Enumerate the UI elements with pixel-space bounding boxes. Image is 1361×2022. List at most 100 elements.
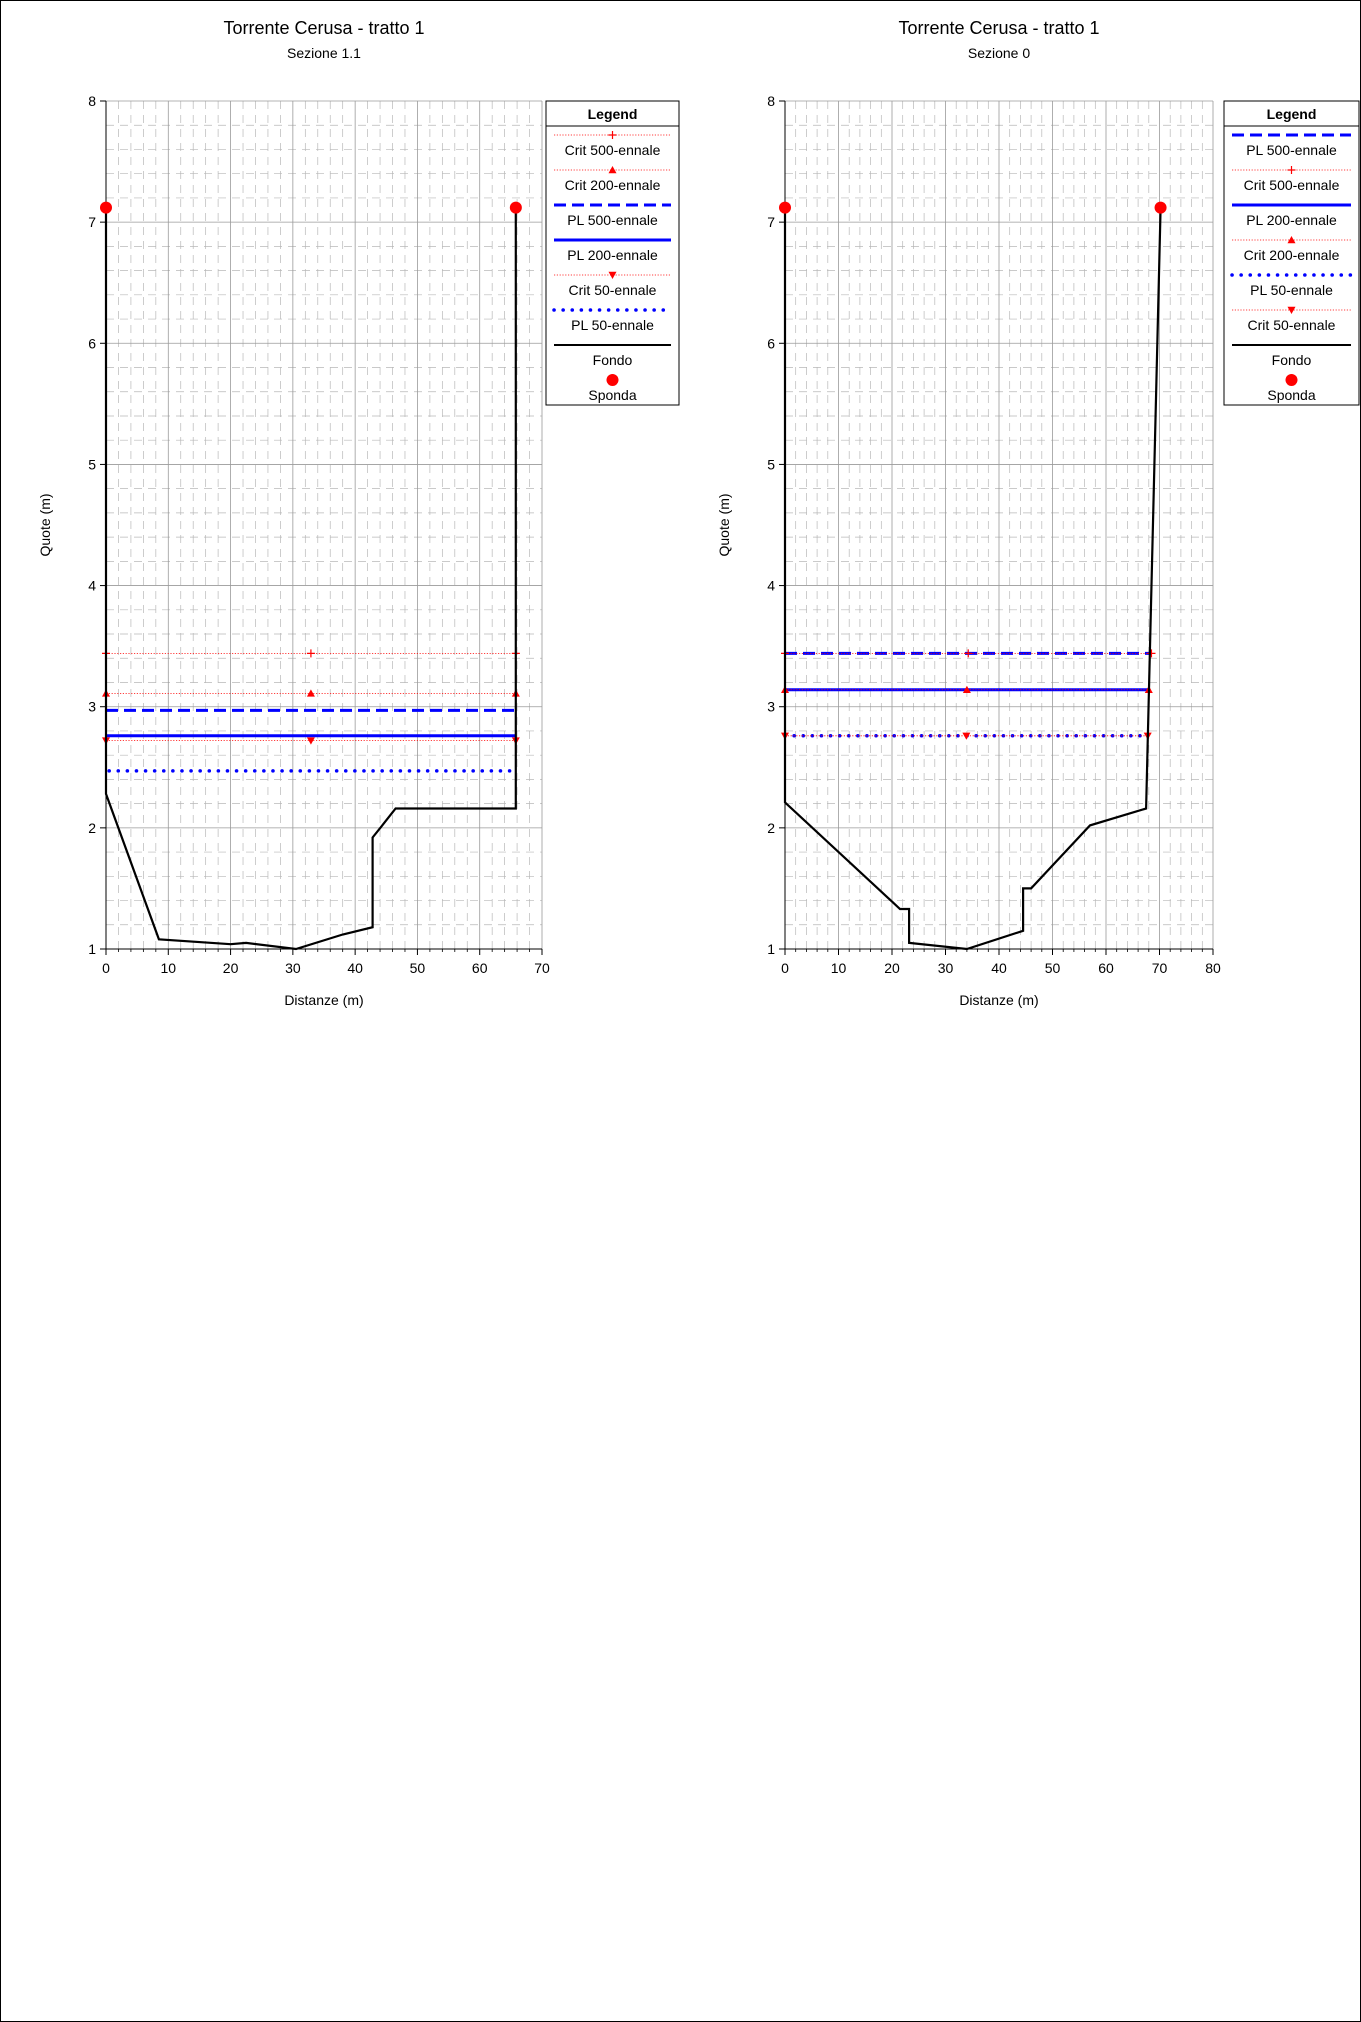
x-tick-label: 10 [160, 960, 176, 976]
y-tick-label: 6 [767, 335, 775, 351]
chart-title: Torrente Cerusa - tratto 1 [898, 18, 1099, 38]
legend-label: PL 500-ennale [1246, 142, 1337, 158]
series-crit-500-ennale [102, 649, 520, 658]
legend-item: Sponda [1267, 374, 1316, 403]
chart-subtitle: Sezione 0 [968, 45, 1030, 61]
legend-box [545, 100, 680, 406]
series-fondo [104, 210, 517, 951]
legend-symbol-marker [608, 271, 617, 279]
sponda-marker [509, 201, 522, 214]
legend-item: Crit 200-ennale [554, 166, 671, 193]
chart-title: Torrente Cerusa - tratto 1 [223, 18, 424, 38]
legend: Legend PL 500-ennale Crit 500-ennale PL 200… [1223, 100, 1360, 406]
legend-item: PL 200-ennale [554, 238, 671, 263]
legend-label: PL 500-ennale [567, 212, 658, 228]
legend-label: Crit 50-ennale [569, 282, 657, 298]
x-tick-label: 60 [472, 960, 488, 976]
legend-item: PL 50-ennale [552, 308, 673, 333]
grid [105, 100, 543, 950]
legend-label: Crit 200-ennale [1244, 247, 1340, 263]
x-tick-label: 50 [410, 960, 426, 976]
legend-title: Legend [1267, 106, 1317, 122]
y-tick-label: 4 [88, 578, 96, 594]
grid [784, 100, 1214, 950]
chart-subtitle: Sezione 1.1 [287, 45, 361, 61]
series-crit-200-ennale [102, 689, 520, 697]
x-tick-label: 20 [223, 960, 239, 976]
y-tick-label: 7 [767, 214, 775, 230]
y-tick-label: 3 [767, 699, 775, 715]
x-tick-label: 0 [102, 960, 110, 976]
y-tick-label: 5 [767, 456, 775, 472]
x-tick-label: 20 [884, 960, 900, 976]
legend-box [1223, 100, 1360, 406]
legend-title: Legend [588, 106, 638, 122]
x-tick-label: 70 [534, 960, 550, 976]
y-tick-label: 3 [88, 699, 96, 715]
series-crit-500-ennale [781, 649, 1156, 658]
legend-item: PL 50-ennale [1230, 273, 1353, 298]
x-tick-label: 30 [285, 960, 301, 976]
x-axis-label: Distanze (m) [959, 992, 1038, 1008]
legend-label: PL 200-ennale [1246, 212, 1337, 228]
series-marker [964, 649, 973, 658]
chart-1: Torrente Cerusa - tratto 1 Sezione 1.1 0 10… [37, 18, 680, 1008]
legend-item: PL 500-ennale [554, 203, 671, 228]
chart-2: Torrente Cerusa - tratto 1 Sezione 0 0 10 20… [716, 18, 1360, 1008]
series-marker [306, 689, 315, 697]
y-tick-label: 2 [88, 820, 96, 836]
x-tick-label: 10 [831, 960, 847, 976]
legend-label: PL 50-ennale [1250, 282, 1333, 298]
legend-symbol [1285, 374, 1298, 386]
x-tick-label: 50 [1045, 960, 1061, 976]
y-tick-label: 8 [767, 93, 775, 109]
x-tick-label: 0 [781, 960, 789, 976]
y-tick-label: 6 [88, 335, 96, 351]
series-fondo [783, 207, 1162, 951]
legend-item: Sponda [588, 374, 637, 403]
x-tick-label: 70 [1152, 960, 1168, 976]
legend-label: Sponda [1267, 387, 1315, 403]
sponda-marker [779, 201, 791, 214]
sponda-marker [1154, 201, 1167, 214]
y-tick-label: 1 [767, 941, 775, 957]
legend-item: Crit 500-ennale [554, 131, 671, 158]
legend: Legend Crit 500-ennale Crit 200-ennale PL 5… [545, 100, 680, 406]
legend-label: PL 50-ennale [571, 317, 654, 333]
y-axis-label: Quote (m) [716, 493, 732, 556]
legend-label: Crit 500-ennale [565, 142, 661, 158]
legend-symbol-marker [1287, 236, 1296, 244]
legend-symbol-marker [1287, 166, 1296, 174]
legend-label: Crit 200-ennale [565, 177, 661, 193]
series-marker [962, 685, 971, 693]
y-tick-label: 8 [88, 93, 96, 109]
legend-symbol [606, 374, 619, 386]
y-tick-label: 2 [767, 820, 775, 836]
legend-symbol-marker [608, 131, 617, 139]
y-tick-label: 4 [767, 578, 775, 594]
legend-label: Crit 50-ennale [1248, 317, 1336, 333]
legend-item: Fondo [1232, 344, 1351, 368]
x-tick-label: 40 [991, 960, 1007, 976]
x-axis-label: Distanze (m) [284, 992, 363, 1008]
legend-item: Crit 200-ennale [1232, 236, 1351, 263]
series-marker [306, 737, 315, 745]
sponda-marker [100, 201, 112, 214]
x-tick-label: 80 [1205, 960, 1221, 976]
x-tick-label: 40 [347, 960, 363, 976]
legend-item: Crit 50-ennale [1232, 306, 1351, 333]
series-marker [962, 732, 971, 740]
legend-item: Fondo [554, 344, 671, 368]
legend-label: Sponda [588, 387, 636, 403]
y-tick-label: 1 [88, 941, 96, 957]
legend-label: Crit 500-ennale [1244, 177, 1340, 193]
legend-item: PL 200-ennale [1232, 203, 1351, 228]
legend-symbol-marker [608, 166, 617, 174]
legend-label: Fondo [593, 352, 633, 368]
series-marker [306, 649, 315, 658]
legend-item: Crit 500-ennale [1232, 166, 1351, 193]
y-tick-label: 5 [88, 456, 96, 472]
legend-label: PL 200-ennale [567, 247, 658, 263]
